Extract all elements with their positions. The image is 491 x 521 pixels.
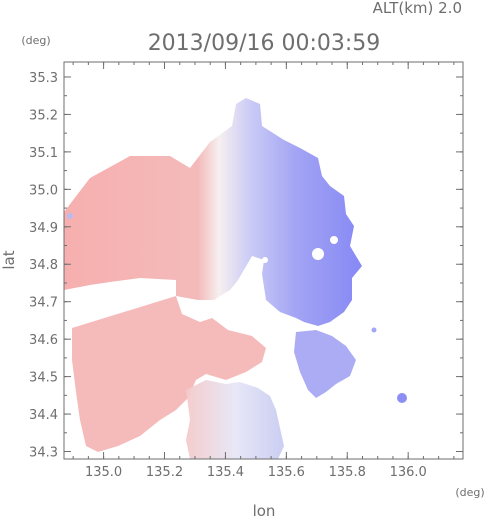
coverage-north-east <box>64 98 362 326</box>
x-tick-label: 135.8 <box>329 465 366 480</box>
y-tick-label: 34.8 <box>29 258 58 273</box>
velocity-field <box>64 98 407 459</box>
chart-title: 2013/09/16 00:03:59 <box>148 31 381 56</box>
y-unit-label: (deg) <box>21 34 50 47</box>
altitude-label: ALT(km) 2.0 <box>373 0 462 17</box>
echo-fragment-east-2 <box>371 327 377 333</box>
echo-gap-2 <box>330 236 338 244</box>
coverage-south <box>186 380 284 459</box>
y-tick-label: 34.4 <box>29 408 58 423</box>
echo-fragment-west <box>67 213 73 219</box>
plot-frame <box>63 61 464 460</box>
echo-gap-1 <box>312 248 324 260</box>
coverage-south-east <box>294 330 356 398</box>
y-tick-label: 35.0 <box>29 183 58 198</box>
y-tick-label: 35.3 <box>29 71 58 86</box>
x-tick-label: 135.4 <box>207 465 244 480</box>
x-tick-labels: 135.0 135.2 135.4 135.6 135.8 136.0 <box>85 465 427 480</box>
x-tick-label: 135.2 <box>146 465 183 480</box>
y-tick-labels: 34.3 34.4 34.5 34.6 34.7 34.8 34.9 35.0 35.1 35.2… <box>29 71 58 461</box>
axis-ticks <box>64 62 463 459</box>
y-tick-label: 34.3 <box>29 446 58 461</box>
x-tick-label: 135.6 <box>268 465 305 480</box>
echo-fragment-east <box>397 393 407 403</box>
y-axis-label: lat <box>0 250 18 269</box>
x-tick-label: 135.0 <box>85 465 122 480</box>
y-tick-label: 34.5 <box>29 371 58 386</box>
coverage-south-west <box>72 296 266 452</box>
x-unit-label: (deg) <box>455 486 484 499</box>
y-tick-label: 34.7 <box>29 296 58 311</box>
radar-site-marker <box>262 257 268 263</box>
y-tick-label: 35.1 <box>29 146 58 161</box>
y-tick-label: 34.9 <box>29 221 58 236</box>
y-tick-label: 34.6 <box>29 333 58 348</box>
x-axis-label: lon <box>253 502 276 520</box>
x-tick-label: 136.0 <box>390 465 427 480</box>
y-tick-label: 35.2 <box>29 108 58 123</box>
